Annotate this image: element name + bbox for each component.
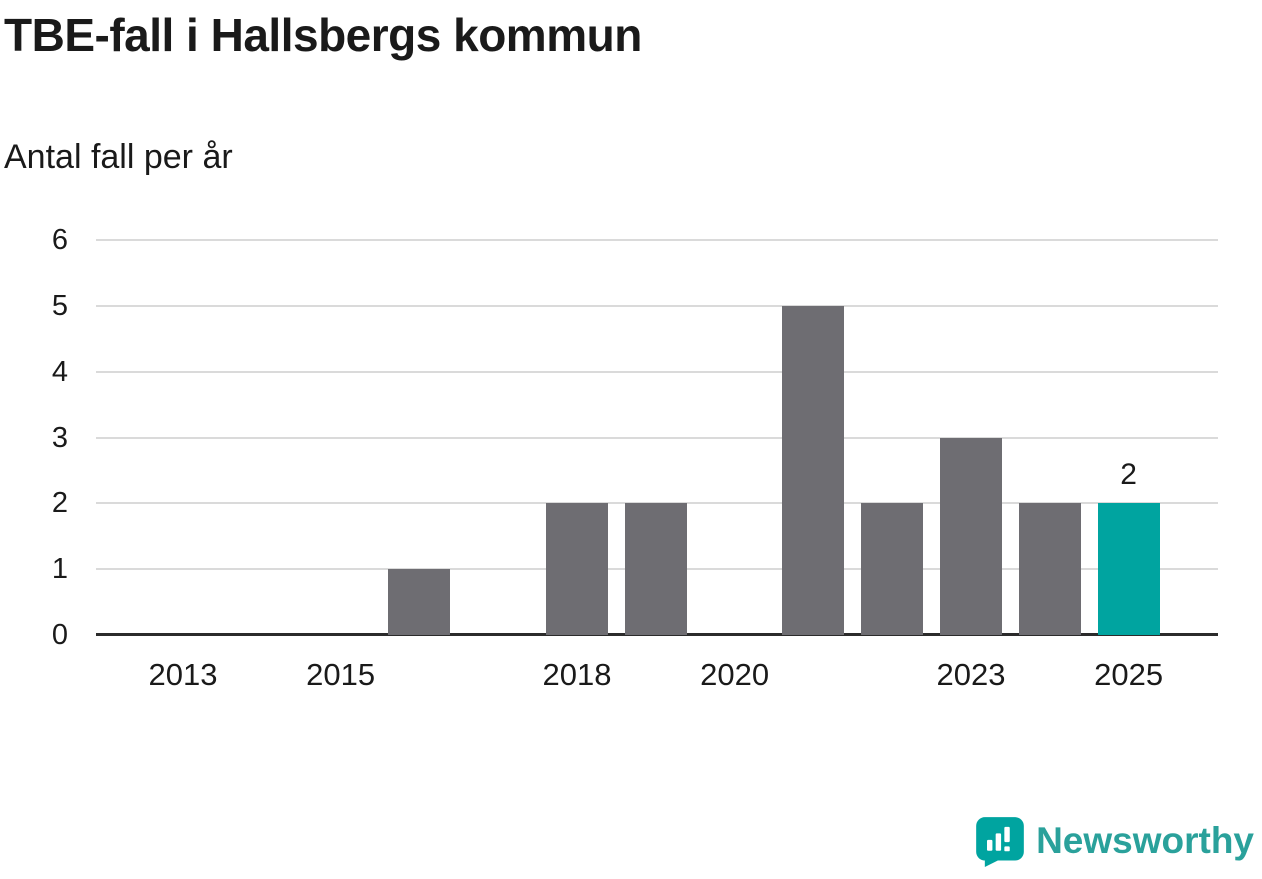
y-tick-label: 4 [51,355,68,388]
bar-2024 [1018,503,1081,635]
bar-2016 [388,569,451,635]
brand-footer: Newsworthy [974,815,1254,867]
y-tick-label: 1 [51,553,68,586]
y-tick-label: 0 [51,619,68,651]
y-tick-label: 3 [51,421,68,454]
bar-value-label: 2 [1120,458,1137,492]
newsworthy-logo-icon [976,817,1024,867]
bar-2019 [624,503,687,635]
y-tick-label: 5 [51,289,68,322]
y-gridline [96,436,1218,439]
bar-2018 [546,503,608,635]
bar-2021 [782,305,845,635]
bar-2025 [1097,503,1160,635]
x-tick-label: 2025 [1094,657,1164,692]
y-gridline [96,239,1218,241]
x-tick-label: 2015 [306,657,376,692]
x-tick-label: 2018 [542,657,612,692]
y-tick-label: 6 [51,224,68,256]
bar-2022 [861,503,924,635]
chart-subtitle: Antal fall per år [4,138,233,176]
x-tick-label: 2013 [148,657,218,692]
brand-name: Newsworthy [1036,820,1254,861]
x-tick-label: 2020 [700,657,770,692]
y-gridline [96,304,1218,307]
y-tick-label: 2 [51,487,68,520]
y-gridline [96,370,1218,373]
x-tick-label: 2023 [936,657,1006,692]
chart-title: TBE-fall i Hallsbergs kommun [4,9,642,61]
bar-2023 [940,437,1002,635]
